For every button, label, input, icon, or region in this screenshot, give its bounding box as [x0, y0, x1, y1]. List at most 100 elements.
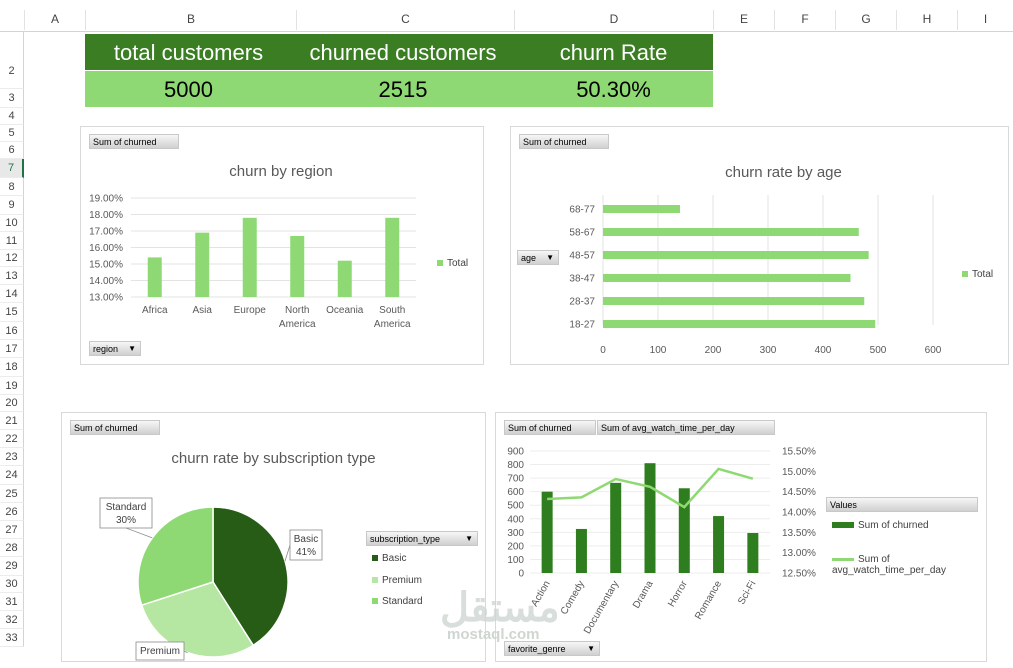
region-legend: Total — [437, 258, 468, 269]
genre-bar — [575, 528, 587, 573]
dropdown-arrow-icon[interactable]: ▼ — [465, 534, 473, 543]
region-x-tick: Asia — [193, 305, 213, 316]
row-header-7[interactable]: 7 — [0, 159, 24, 178]
column-header-F[interactable]: F — [774, 10, 835, 30]
kpi-churn-rate-value[interactable]: 50.30% — [576, 77, 651, 102]
kpi-churn-rate-label[interactable]: churn Rate — [559, 40, 668, 65]
row-header-10[interactable]: 10 — [0, 215, 24, 232]
row-header-22[interactable]: 22 — [0, 430, 24, 448]
row-header-5[interactable]: 5 — [0, 125, 24, 142]
age-x-tick: 600 — [925, 345, 942, 356]
region-y-tick: 15.00% — [89, 260, 123, 271]
row-header-23[interactable]: 23 — [0, 448, 24, 466]
region-bar — [195, 232, 210, 297]
kpi-total-customers-value[interactable]: 5000 — [164, 77, 213, 102]
row-header-29[interactable]: 29 — [0, 557, 24, 576]
genre-legend-title[interactable]: Values — [826, 497, 978, 512]
region-bar — [290, 235, 305, 297]
row-header-28[interactable]: 28 — [0, 539, 24, 557]
genre-y-left-tick: 400 — [507, 514, 524, 525]
region-value-field-button[interactable]: Sum of churned — [89, 134, 179, 149]
row-header-17[interactable]: 17 — [0, 340, 24, 358]
watermark-text: mostaql.com — [447, 626, 540, 643]
column-header-D[interactable]: D — [514, 10, 713, 30]
row-header-26[interactable]: 26 — [0, 503, 24, 521]
row-header-6[interactable]: 6 — [0, 142, 24, 159]
genre-y-left-tick: 900 — [507, 447, 524, 458]
row-header-27[interactable]: 27 — [0, 521, 24, 539]
genre-bar — [541, 491, 553, 573]
row-header-18[interactable]: 18 — [0, 358, 24, 377]
age-bar — [603, 320, 876, 328]
region-x-tick: Europe — [234, 305, 267, 316]
kpi-churned-customers-label[interactable]: churned customers — [309, 40, 497, 65]
column-header-G[interactable]: G — [835, 10, 896, 30]
kpi-total-customers-label[interactable]: total customers — [113, 40, 264, 65]
select-all-corner[interactable] — [0, 0, 24, 31]
region-x-tick: Africa — [142, 305, 168, 316]
region-chart-panel[interactable]: Sum of churned churn by region 19.00% 18.… — [80, 126, 484, 365]
dropdown-arrow-icon[interactable]: ▼ — [128, 344, 136, 353]
row-header-20[interactable]: 20 — [0, 395, 24, 412]
subscription-chart-panel[interactable]: Sum of churned churn rate by subscriptio… — [61, 412, 486, 662]
column-header-H[interactable]: H — [896, 10, 957, 30]
subscription-value-field-button[interactable]: Sum of churned — [70, 420, 160, 435]
genre-bar — [747, 533, 759, 573]
row-header-2[interactable]: 2 — [0, 31, 24, 89]
legend-label-watchtime: Sum of avg_watch_time_per_day — [832, 554, 946, 576]
kpi-header-row: total customers churned customers churn … — [85, 34, 713, 70]
column-header-A[interactable]: A — [24, 10, 85, 30]
row-header-8[interactable]: 8 — [0, 178, 24, 196]
genre-legend-churned: Sum of churned — [832, 520, 929, 531]
row-header-12[interactable]: 12 — [0, 250, 24, 267]
age-value-field-button[interactable]: Sum of churned — [519, 134, 609, 149]
genre-combo-chart: 900 800 700 600 500 400 300 200 100 0 15.50% 15.00%… — [507, 447, 816, 637]
genre-y-left-tick: 500 — [507, 501, 524, 512]
row-header-11[interactable]: 11 — [0, 232, 24, 250]
row-header-14[interactable]: 14 — [0, 285, 24, 303]
row-header-30[interactable]: 30 — [0, 576, 24, 593]
region-chart-title: churn by region — [229, 163, 333, 180]
dropdown-arrow-icon[interactable]: ▼ — [587, 644, 595, 653]
row-header-32[interactable]: 32 — [0, 611, 24, 629]
kpi-churned-customers-value[interactable]: 2515 — [378, 77, 428, 102]
column-header-C[interactable]: C — [296, 10, 514, 30]
row-header-31[interactable]: 31 — [0, 593, 24, 611]
row-header-13[interactable]: 13 — [0, 267, 24, 285]
column-header-B[interactable]: B — [85, 10, 296, 30]
legend-swatch-basic — [372, 555, 378, 561]
genre-chart-panel[interactable]: Sum of churned Sum of avg_watch_time_per… — [495, 412, 987, 662]
region-x-tick: Oceania — [326, 305, 364, 316]
genre-y-left-tick: 200 — [507, 541, 524, 552]
row-header-16[interactable]: 16 — [0, 322, 24, 340]
row-header-15[interactable]: 15 — [0, 303, 24, 322]
age-bar — [603, 297, 865, 305]
row-header-3[interactable]: 3 — [0, 89, 24, 108]
row-header-4[interactable]: 4 — [0, 108, 24, 125]
column-header-E[interactable]: E — [713, 10, 774, 30]
age-legend-label: Total — [972, 269, 994, 280]
subscription-legend-standard: Standard — [372, 596, 423, 607]
row-header-9[interactable]: 9 — [0, 196, 24, 215]
row-header-21[interactable]: 21 — [0, 412, 24, 430]
age-chart-panel[interactable]: Sum of churned churn rate by age 0 100 200… — [510, 126, 1009, 365]
age-x-tick: 500 — [870, 345, 887, 356]
row-header-33[interactable]: 33 — [0, 629, 24, 647]
region-x-tick: South — [379, 305, 405, 316]
genre-y-right-tick: 13.50% — [782, 528, 816, 539]
region-bar-chart: 19.00% 18.00% 17.00% 16.00% 15.00% 14.00% 13.0… — [89, 194, 416, 330]
age-y-tick: 18-27 — [569, 320, 595, 331]
genre-churned-field-button[interactable]: Sum of churned — [504, 420, 596, 435]
subscription-legend-field-button[interactable]: subscription_type ▼ — [366, 531, 478, 546]
region-axis-field-button[interactable]: region ▼ — [89, 341, 141, 356]
age-axis-field-button[interactable]: age ▼ — [517, 250, 559, 265]
row-header-24[interactable]: 24 — [0, 466, 24, 485]
genre-x-tick: Documentary — [582, 579, 621, 636]
genre-axis-field-button[interactable]: favorite_genre ▼ — [504, 641, 600, 656]
dropdown-arrow-icon[interactable]: ▼ — [546, 253, 554, 262]
row-header-19[interactable]: 19 — [0, 377, 24, 395]
age-chart-title: churn rate by age — [725, 164, 842, 181]
row-header-25[interactable]: 25 — [0, 485, 24, 503]
genre-watchtime-field-button[interactable]: Sum of avg_watch_time_per_day — [597, 420, 775, 435]
column-header-I[interactable]: I — [957, 10, 1013, 30]
